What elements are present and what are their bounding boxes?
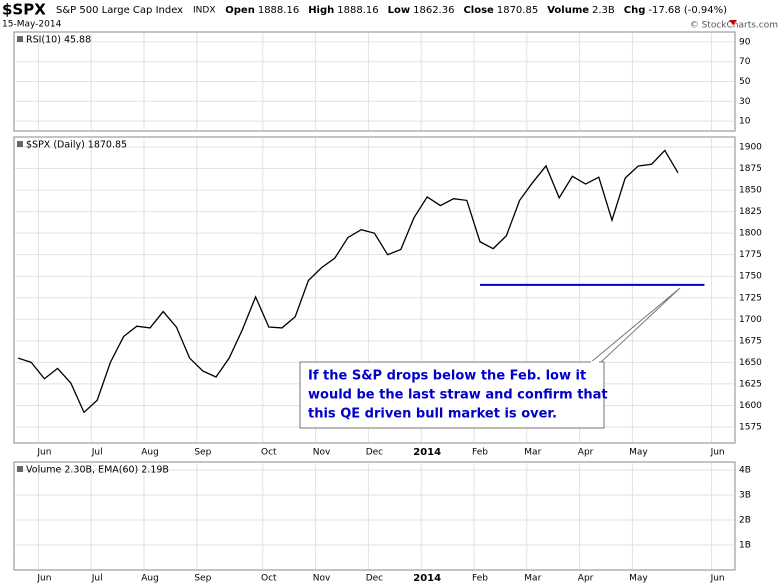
callout-box	[299, 361, 605, 429]
x-tick-label: Jun	[36, 448, 51, 458]
x-tick-label: 2014	[413, 573, 441, 584]
quote: Open 1888.16 High 1888.16 Low 1862.36 Close 187…	[225, 5, 727, 16]
x-tick-label: May	[629, 448, 648, 458]
y-tick-label: 70	[739, 57, 751, 67]
y-tick-label: 1900	[739, 142, 762, 152]
y-tick-label: 1725	[739, 293, 762, 303]
x-tick-label: Oct	[261, 448, 277, 458]
x-tick-label: Sep	[194, 448, 211, 458]
y-tick-label: 50	[739, 77, 751, 87]
y-tick-label: 1700	[739, 315, 762, 325]
exchange: INDX	[193, 6, 215, 16]
x-tick-label: Feb	[472, 448, 488, 458]
down-arrow	[729, 20, 737, 25]
y-tick-label: 90	[739, 37, 751, 47]
y-tick-label: 3B	[739, 491, 751, 501]
y-tick-label: 1850	[739, 186, 762, 196]
x-tick-label: Mar	[524, 448, 541, 458]
y-tick-label: 1575	[739, 422, 762, 432]
price-line	[17, 149, 679, 414]
panel-legend: RSI(10) 45.88	[26, 35, 91, 46]
panel-legend: $SPX (Daily) 1870.85	[26, 140, 127, 151]
quote-value: 1888.16	[337, 5, 378, 16]
x-tick-label: Jun	[36, 574, 51, 584]
quote-value: -17.68 (-0.94%)	[648, 5, 727, 16]
legend-swatch	[17, 466, 23, 472]
y-tick-label: 1650	[739, 358, 762, 368]
x-tick-label: Jul	[91, 574, 103, 584]
y-tick-label: 1875	[739, 164, 762, 174]
quote-value: 1862.36	[413, 5, 454, 16]
quote-label: Open	[225, 5, 255, 16]
y-tick-label: 30	[739, 97, 751, 107]
annotation-line: this QE driven bull market is over.	[308, 407, 557, 422]
y-tick-label: 1600	[739, 401, 762, 411]
y-tick-label: 10	[739, 117, 751, 127]
volume-panel	[13, 461, 736, 571]
y-tick-label: 1775	[739, 250, 762, 260]
quote-line: Open 1888.16 High 1888.16 Low 1862.36 Close 187…	[225, 5, 727, 16]
y-tick-label: 2B	[739, 516, 751, 526]
x-tick-label: Apr	[578, 574, 594, 584]
x-tick-label: Apr	[578, 448, 594, 458]
y-tick-label: 1750	[739, 272, 762, 282]
y-tick-label: 4B	[739, 466, 751, 476]
x-tick-label: 2014	[413, 447, 441, 458]
legend-swatch	[17, 141, 23, 147]
annotation-line: would be the last straw and confirm that	[308, 388, 608, 403]
y-tick-label: 1825	[739, 207, 762, 217]
x-tick-label: Feb	[472, 574, 488, 584]
quote-value: 1870.85	[497, 5, 538, 16]
x-tick-label: Sep	[194, 574, 211, 584]
x-tick-label: Nov	[313, 574, 331, 584]
quote-label: Chg	[624, 5, 646, 16]
annotation-line: If the S&P drops below the Feb. low it	[308, 369, 586, 384]
y-tick-label: 1675	[739, 336, 762, 346]
x-tick-label: Jul	[91, 448, 103, 458]
quote-label: Low	[388, 5, 410, 16]
y-tick-label: 1625	[739, 379, 762, 389]
x-tick-label: May	[629, 574, 648, 584]
quote-label: Close	[463, 5, 494, 16]
x-tick-label: Jun	[710, 574, 725, 584]
quote-value: 1888.16	[258, 5, 299, 16]
symbol: $SPX	[2, 1, 46, 19]
x-tick-label: Mar	[524, 574, 541, 584]
index-name: S&P 500 Large Cap Index	[56, 5, 183, 16]
x-tick-label: Dec	[366, 448, 383, 458]
quote-label: Volume	[547, 5, 589, 16]
x-tick-label: Dec	[366, 574, 383, 584]
quote-label: High	[308, 5, 334, 16]
x-tick-label: Jun	[710, 448, 725, 458]
x-tick-label: Aug	[141, 448, 159, 458]
x-tick-label: Oct	[261, 574, 277, 584]
panel-legend: Volume 2.30B, EMA(60) 2.19B	[26, 465, 169, 476]
x-tick-label: Aug	[141, 574, 159, 584]
legend-swatch	[17, 36, 23, 42]
x-tick-label: Nov	[313, 448, 331, 458]
y-tick-label: 1800	[739, 229, 762, 239]
date: 15-May-2014	[2, 20, 62, 30]
y-tick-label: 1B	[739, 541, 751, 551]
credit: © StockCharts.com	[690, 21, 778, 31]
quote-value: 2.3B	[592, 5, 615, 16]
